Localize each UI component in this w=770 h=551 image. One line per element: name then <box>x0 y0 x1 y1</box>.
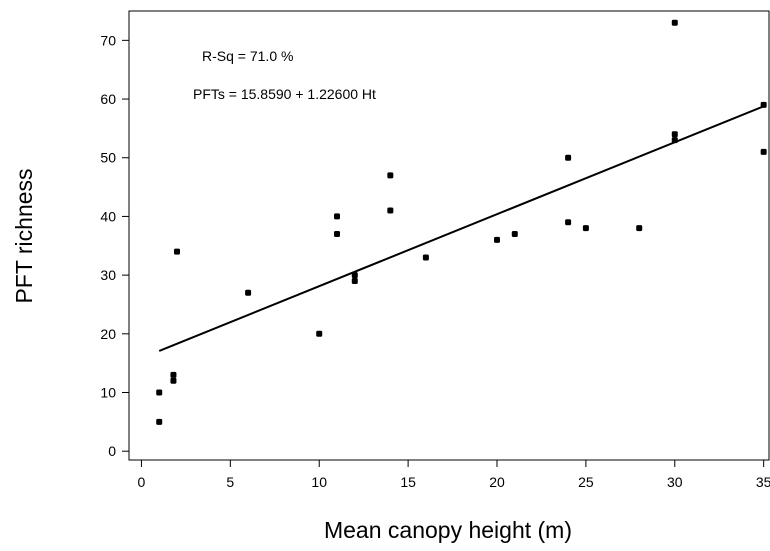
y-axis: 0 10 20 30 40 50 60 70 <box>100 32 129 459</box>
data-point <box>245 289 252 296</box>
data-point <box>170 371 177 378</box>
x-tick-label: 25 <box>578 474 594 490</box>
data-point <box>170 377 177 384</box>
data-point <box>671 19 678 26</box>
data-point <box>494 236 500 243</box>
x-tick-label: 5 <box>226 474 234 490</box>
x-tick-label: 30 <box>667 474 683 490</box>
y-tick-label: 20 <box>100 326 116 342</box>
x-axis: 0 5 10 15 20 25 30 35 <box>138 460 770 490</box>
y-tick-label: 10 <box>100 385 116 401</box>
x-tick-label: 10 <box>311 474 327 490</box>
data-point <box>760 148 767 155</box>
data-point <box>334 231 340 238</box>
data-point <box>565 219 572 226</box>
data-point <box>760 101 767 108</box>
data-point <box>511 231 518 238</box>
y-tick-label: 70 <box>100 32 116 48</box>
data-point <box>174 248 180 255</box>
y-tick-label: 50 <box>100 150 116 166</box>
data-point <box>671 131 678 138</box>
regression-equation: PFTs = 15.8590 + 1.22600 Ht <box>193 86 376 102</box>
x-tick-label: 35 <box>756 474 770 490</box>
data-point <box>422 254 429 261</box>
r-squared-annotation: R-Sq = 71.0 % <box>202 48 293 64</box>
plot-frame <box>128 10 770 461</box>
data-point <box>582 225 589 232</box>
x-tick-label: 20 <box>489 474 505 490</box>
data-point <box>671 137 678 144</box>
data-point <box>387 172 394 179</box>
regression-line <box>158 105 765 352</box>
data-point <box>351 272 358 279</box>
x-axis-title: Mean canopy height (m) <box>324 517 572 543</box>
x-tick-label: 15 <box>400 474 416 490</box>
y-tick-label: 30 <box>100 267 116 283</box>
data-point <box>156 389 163 396</box>
data-point <box>334 213 340 220</box>
data-point <box>565 154 572 161</box>
data-point <box>351 277 358 284</box>
y-tick-label: 40 <box>100 208 116 224</box>
data-point <box>636 225 643 232</box>
data-point <box>156 418 163 425</box>
data-points <box>156 19 767 425</box>
y-tick-label: 60 <box>100 91 116 107</box>
regression-layer <box>158 105 765 352</box>
y-tick-label: 0 <box>108 443 116 459</box>
y-axis-title: PFT richness <box>11 168 37 303</box>
data-point <box>387 207 394 214</box>
x-tick-label: 0 <box>138 474 146 490</box>
data-point <box>316 330 323 337</box>
